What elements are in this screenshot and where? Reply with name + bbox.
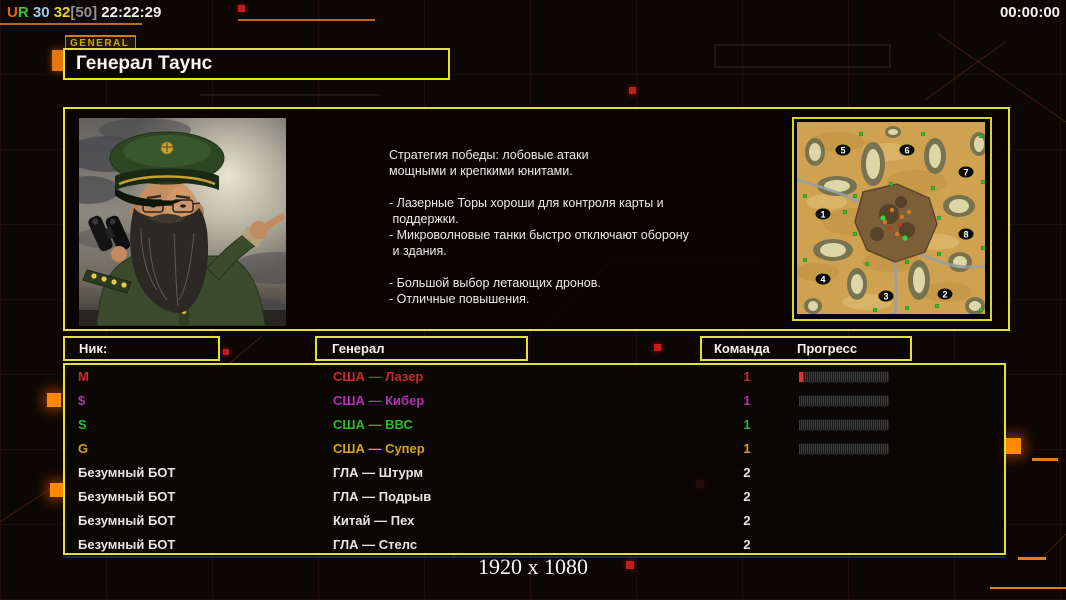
top-status-bar: UR 30 32[50] 22:22:29 00:00:00 [0, 0, 1066, 30]
player-nick: G [78, 441, 89, 456]
player-nick: Безумный БОТ [78, 465, 176, 480]
player-progress-bar [799, 371, 889, 383]
connection-status: UR 30 32[50] 22:22:29 [7, 4, 161, 38]
decor-orange-dash [1032, 458, 1058, 461]
player-team: 2 [743, 513, 751, 528]
header-nick-label: Ник: [79, 341, 108, 356]
decor-red-square [238, 5, 245, 12]
player-progress-bar [799, 395, 889, 407]
player-general: США — Лазер [333, 369, 424, 384]
header-team-progress: Команда Прогресс [700, 336, 912, 361]
player-team: 1 [743, 417, 751, 432]
resolution-label: 1920 x 1080 [478, 554, 588, 579]
player-row: $ США — Кибер 1 [65, 389, 1004, 413]
strategy-description: Стратегия победы: лобовые атаки мощными … [389, 148, 689, 306]
decor-blue-line [63, 556, 1006, 558]
progress-lead [799, 372, 803, 382]
spawn-marker: 5 [834, 143, 852, 157]
player-team: 2 [743, 537, 751, 552]
player-general: ГЛА — Стелс [333, 537, 418, 552]
status-token: U [7, 4, 18, 21]
decor-red-square [223, 349, 229, 355]
decor-orange-square [1005, 438, 1021, 454]
decor-orange-square [47, 393, 61, 407]
spawn-marker: 6 [898, 143, 916, 157]
status-token: 30 [28, 4, 50, 21]
player-team: 1 [743, 393, 751, 408]
decor-orange-dash [990, 587, 1066, 589]
spawn-marker: 2 [936, 287, 954, 301]
player-row: Безумный БОТ ГЛА — Штурм 2 [65, 461, 1004, 485]
player-row: Безумный БОТ ГЛА — Стелс 2 [65, 533, 1004, 557]
general-portrait [59, 118, 317, 327]
player-general: США — Супер [333, 441, 425, 456]
status-token: R [17, 4, 29, 21]
map-preview: 1 2 3 4 5 6 7 8 [792, 117, 992, 321]
player-table: M США — Лазер 1 $ США — Кибер 1 S США — … [63, 363, 1006, 555]
player-row: Безумный БОТ ГЛА — Подрыв 2 [65, 485, 1004, 509]
decor-orange-dash [1018, 557, 1046, 560]
decor-orange-line [0, 23, 142, 25]
spawn-marker: 7 [957, 165, 975, 179]
player-nick: Безумный БОТ [78, 513, 176, 528]
player-general: ГЛА — Штурм [333, 465, 423, 480]
general-name: Генерал Таунс [76, 53, 213, 74]
player-nick: $ [78, 393, 86, 408]
header-general-label: Генерал [332, 341, 385, 356]
general-info-panel: Стратегия победы: лобовые атаки мощными … [59, 107, 1010, 331]
status-token: 22:22:29 [97, 4, 162, 21]
player-team: 1 [743, 441, 751, 456]
player-general: США — ВВС [333, 417, 413, 432]
decor-red-square [629, 87, 636, 94]
player-nick: M [78, 369, 89, 384]
player-row: G США — Супер 1 [65, 437, 1004, 461]
spawn-marker: 4 [814, 272, 832, 286]
player-row: S США — ВВС 1 [65, 413, 1004, 437]
player-team: 2 [743, 489, 751, 504]
player-row: M США — Лазер 1 [65, 365, 1004, 389]
player-nick: Безумный БОТ [78, 537, 176, 552]
general-tab-label: GENERAL [65, 35, 137, 50]
decor-red-square [626, 561, 634, 569]
player-nick: Безумный БОТ [78, 489, 176, 504]
player-team: 2 [743, 465, 751, 480]
player-row: Безумный БОТ Китай — Пех 2 [65, 509, 1004, 533]
player-nick: S [78, 417, 87, 432]
spawn-marker: 1 [814, 207, 832, 221]
header-general: Генерал [315, 336, 528, 361]
header-team-label: Команда [714, 341, 770, 356]
status-token: 32 [49, 4, 71, 21]
player-general: ГЛА — Подрыв [333, 489, 432, 504]
player-progress-bar [799, 419, 889, 431]
map-terrain [795, 122, 988, 315]
decor-red-square [654, 344, 661, 351]
general-title-box: Генерал Таунс [63, 48, 450, 80]
spawn-marker: 3 [877, 289, 895, 303]
title-accent-block [52, 50, 65, 71]
status-token: [50] [70, 4, 98, 21]
player-team: 1 [743, 369, 751, 384]
header-nick: Ник: [63, 336, 220, 361]
player-progress-bar [799, 443, 889, 455]
header-progress-label: Прогресс [797, 341, 858, 356]
game-timer: 00:00:00 [999, 4, 1060, 21]
player-general: Китай — Пех [333, 513, 415, 528]
spawn-marker: 8 [957, 227, 975, 241]
decor-orange-square [50, 483, 64, 497]
decor-orange-line [238, 19, 375, 21]
player-general: США — Кибер [333, 393, 425, 408]
